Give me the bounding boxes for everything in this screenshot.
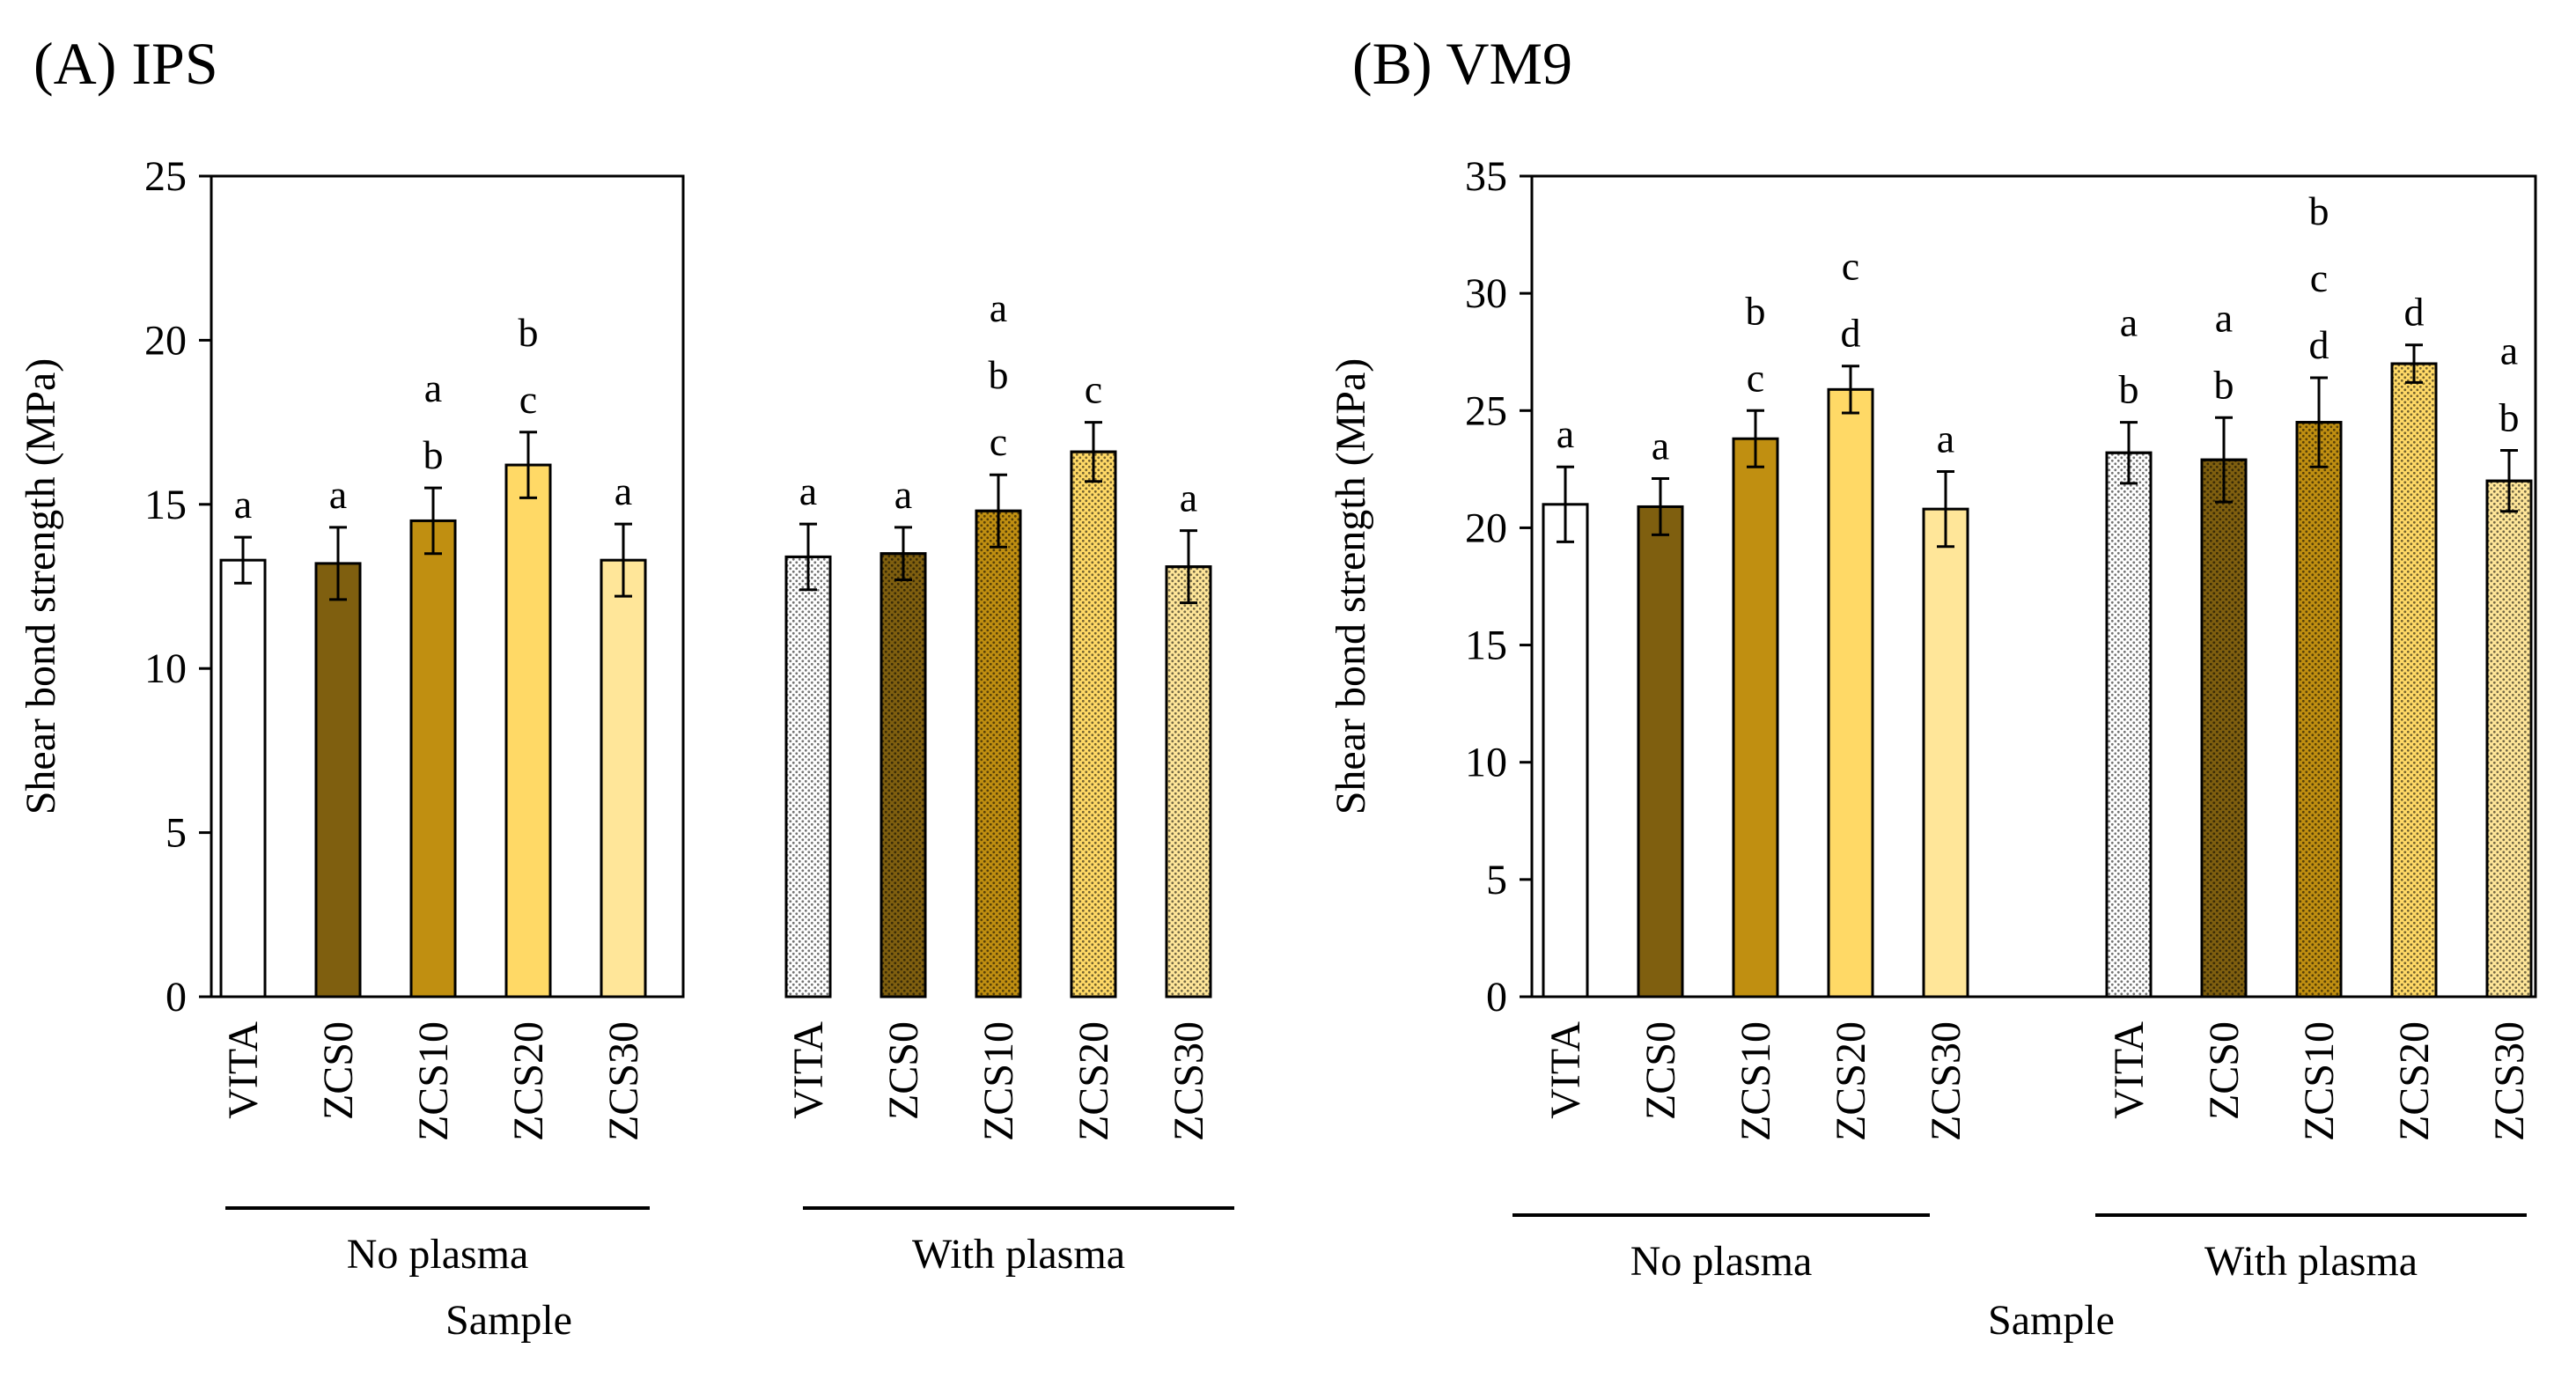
y-tick-label: 20 [1465, 505, 1507, 551]
category-label: VITA [785, 1021, 832, 1119]
category-label: VITA [220, 1021, 267, 1119]
category-label: VITA [1542, 1021, 1589, 1119]
y-tick-label: 30 [1465, 270, 1507, 317]
bar-dot-overlay [2295, 421, 2343, 998]
category-label: ZCS0 [2201, 1021, 2248, 1120]
bar-dot-overlay [880, 552, 927, 998]
category-label: ZCS10 [1733, 1021, 1779, 1141]
bar [314, 562, 362, 998]
category-label: ZCS30 [2486, 1021, 2533, 1141]
significance-letter: d [2404, 290, 2425, 335]
significance-letter: d [2309, 322, 2329, 367]
y-tick-label: 0 [1486, 974, 1507, 1021]
significance-letter: b [2499, 395, 2520, 440]
y-tick-label: 15 [144, 482, 187, 528]
significance-letter: c [2310, 255, 2328, 300]
bar [409, 519, 457, 998]
bar [219, 558, 267, 998]
y-axis-label: Shear bond strength (MPa) [18, 358, 64, 815]
bar [1827, 387, 1874, 998]
significance-letter: a [2215, 295, 2233, 340]
significance-letter: a [329, 472, 347, 517]
panel-title: (A) IPS [33, 30, 218, 97]
significance-letter: a [424, 365, 442, 410]
bar-dot-overlay [2105, 451, 2153, 998]
category-label: VITA [2106, 1021, 2153, 1119]
significance-letter: c [990, 419, 1007, 464]
y-tick-label: 5 [166, 810, 187, 857]
significance-letter: c [1842, 244, 1859, 289]
x-axis-label: Sample [1988, 1297, 2115, 1344]
bar-dot-overlay [1165, 565, 1212, 998]
significance-letter: a [234, 482, 252, 527]
category-label: ZCS20 [2391, 1021, 2438, 1141]
significance-letter: c [1085, 367, 1102, 412]
significance-letter: a [2500, 328, 2518, 373]
significance-letter: a [1652, 424, 1669, 468]
bar-dot-overlay [784, 555, 832, 998]
category-label: ZCS10 [975, 1021, 1022, 1141]
category-label: ZCS30 [1923, 1021, 1969, 1141]
significance-letter: d [1841, 311, 1861, 356]
bar-dot-overlay [2485, 479, 2533, 998]
significance-letter: b [1746, 288, 1766, 333]
significance-letter: a [990, 285, 1007, 330]
group-label: No plasma [347, 1231, 529, 1278]
bar-dot-overlay [1070, 450, 1117, 998]
significance-letter: a [2120, 300, 2138, 345]
significance-letter: a [1180, 475, 1197, 520]
panel-title: (B) VM9 [1352, 30, 1572, 97]
y-tick-label: 10 [144, 645, 187, 692]
category-label: ZCS20 [505, 1021, 552, 1141]
y-tick-label: 25 [1465, 387, 1507, 434]
significance-letter: a [799, 468, 817, 513]
group-label: With plasma [2204, 1238, 2418, 1285]
significance-letter: c [519, 377, 537, 422]
category-label: ZCS0 [315, 1021, 362, 1120]
group-label: With plasma [912, 1231, 1125, 1278]
bar [1732, 437, 1779, 998]
significance-letter: b [2119, 367, 2139, 412]
significance-letter: b [989, 352, 1009, 397]
category-label: ZCS30 [1166, 1021, 1212, 1141]
category-label: ZCS0 [1638, 1021, 1684, 1120]
category-label: ZCS10 [410, 1021, 457, 1141]
y-tick-label: 20 [144, 317, 187, 364]
bar [600, 558, 647, 998]
category-label: ZCS10 [2296, 1021, 2343, 1141]
bar [1637, 505, 1684, 998]
y-tick-label: 10 [1465, 740, 1507, 786]
category-label: ZCS20 [1071, 1021, 1117, 1141]
x-axis-label: Sample [445, 1297, 572, 1344]
y-tick-label: 5 [1486, 857, 1507, 903]
bar [504, 463, 552, 998]
plot-frame [1530, 174, 2537, 998]
y-tick-label: 35 [1465, 153, 1507, 200]
y-tick-label: 0 [166, 974, 187, 1021]
bar [1922, 507, 1969, 998]
bar-dot-overlay [2390, 362, 2438, 998]
significance-letter: a [894, 472, 912, 517]
category-label: ZCS0 [880, 1021, 927, 1120]
significance-letter: b [2214, 362, 2234, 407]
y-axis-label: Shear bond strength (MPa) [1328, 358, 1374, 815]
category-label: ZCS30 [600, 1021, 647, 1141]
bar-dot-overlay [2200, 458, 2248, 998]
significance-letter: b [2309, 188, 2329, 233]
significance-letter: c [1747, 355, 1764, 400]
significance-letter: a [615, 468, 632, 513]
category-label: ZCS20 [1828, 1021, 1874, 1141]
bar-dot-overlay [975, 509, 1022, 998]
significance-letter: a [1937, 416, 1954, 461]
y-tick-label: 15 [1465, 623, 1507, 669]
bar [1542, 503, 1589, 998]
significance-letter: a [1557, 411, 1574, 456]
y-tick-label: 25 [144, 153, 187, 200]
significance-letter: b [519, 310, 539, 355]
significance-letter: b [423, 432, 444, 477]
group-label: No plasma [1630, 1238, 1813, 1285]
